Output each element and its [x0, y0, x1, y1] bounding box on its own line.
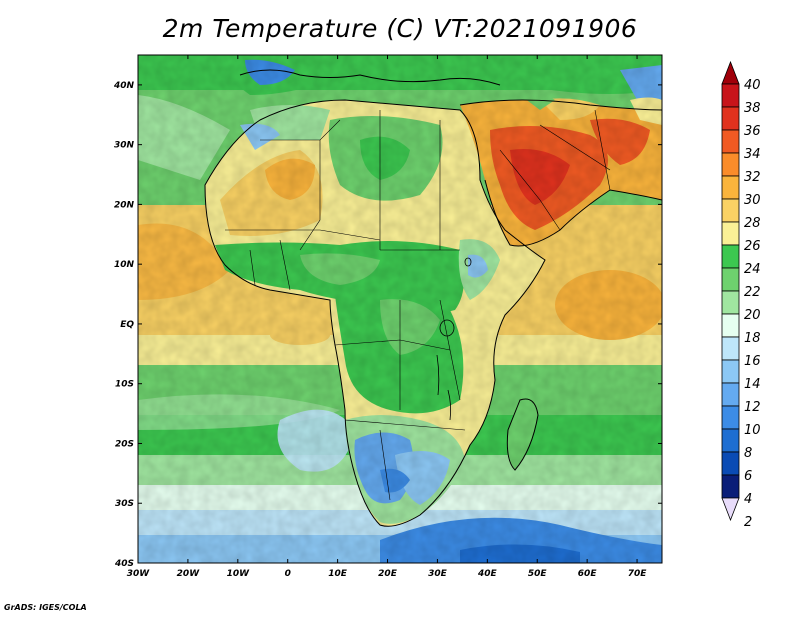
lon-tick-label: 40E: [477, 569, 498, 579]
colorbar-label: 24: [744, 262, 761, 277]
colorbar-label: 4: [744, 492, 752, 507]
lon-tick-label: 70E: [628, 569, 648, 579]
lon-tick-label: 20E: [378, 569, 398, 579]
colorbar-label: 18: [744, 331, 761, 346]
colorbar-swatch: [721, 428, 740, 453]
lat-tick-label: 10N: [114, 260, 135, 270]
colorbar-label: 12: [744, 400, 761, 415]
colorbar-swatch: [721, 83, 740, 108]
colorbar-label: 30: [744, 193, 761, 208]
colorbar-swatch: [721, 198, 740, 223]
colorbar-swatch: [721, 221, 740, 246]
lon-tick-label: 30W: [127, 569, 151, 579]
lon-tick-label: 0: [285, 569, 291, 579]
colorbar-label: 2: [744, 515, 752, 530]
colorbar-swatch: [721, 382, 740, 407]
lon-tick-label: 10W: [227, 569, 251, 579]
colorbar-label: 10: [744, 423, 761, 438]
colorbar-label: 32: [744, 170, 761, 185]
lat-tick-label: 10S: [115, 380, 134, 390]
colorbar-label: 36: [744, 124, 761, 139]
colorbar-swatch: [721, 129, 740, 154]
map-frame: [137, 54, 663, 564]
colorbar-swatch: [721, 313, 740, 338]
colorbar-swatch: [721, 451, 740, 476]
colorbar-bottom-triangle: [721, 497, 740, 522]
lat-tick-label: 40N: [113, 81, 135, 91]
colorbar-swatch: [721, 152, 740, 177]
colorbar-label: 22: [744, 285, 761, 300]
lat-tick-label: 30S: [115, 499, 134, 509]
lat-tick-label: 30N: [114, 141, 135, 151]
colorbar-label: 40: [744, 78, 761, 93]
temperature-field: [138, 55, 662, 563]
colorbar-label: 28: [744, 216, 761, 231]
credit-label: GrADS: IGES/COLA: [4, 603, 87, 612]
colorbar-label: 20: [744, 308, 761, 323]
colorbar-swatch: [721, 244, 740, 269]
country-borders: [225, 109, 611, 501]
lat-tick-label: 20S: [115, 439, 134, 449]
colorbar-swatch: [721, 359, 740, 384]
latitude-axis: 40N 30N 20N 10N EQ 10S 20S 30S 40S: [113, 81, 662, 569]
colorbar-label: 8: [744, 446, 752, 461]
colorbar-label: 26: [744, 239, 761, 254]
colorbar-swatch: [721, 175, 740, 200]
lat-tick-label: 20N: [114, 200, 135, 210]
lat-tick-label: 40S: [114, 559, 134, 569]
lat-tick-label: EQ: [120, 320, 134, 330]
colorbar-swatch: [721, 405, 740, 430]
colorbar-swatch: [721, 474, 740, 499]
lon-tick-label: 50E: [528, 569, 548, 579]
colorbar-swatch: [721, 290, 740, 315]
lon-tick-label: 60E: [578, 569, 598, 579]
colorbar-label: 38: [744, 101, 761, 116]
colorbar-swatch: [721, 106, 740, 131]
longitude-axis: 30W 20W 10W 0 10E 20E 30E 40E 50E 60E 70E: [127, 55, 647, 579]
colorbar-label: 14: [744, 377, 761, 392]
lon-tick-label: 10E: [328, 569, 348, 579]
colorbar-label: 16: [744, 354, 761, 369]
colorbar: 40 38 36 34 32 30 28 26 24 22 20 18 16 14 12 10 8 6 4 2: [721, 60, 761, 530]
colorbar-swatch: [721, 267, 740, 292]
lon-tick-label: 30E: [428, 569, 448, 579]
colorbar-swatch: [721, 336, 740, 361]
lon-tick-label: 20W: [177, 569, 201, 579]
chart-title: 2m Temperature (C) VT:2021091906: [162, 14, 638, 43]
colorbar-label: 6: [744, 469, 752, 484]
colorbar-top-triangle: [721, 60, 740, 85]
colorbar-label: 34: [744, 147, 761, 162]
lakes: [436, 257, 472, 421]
